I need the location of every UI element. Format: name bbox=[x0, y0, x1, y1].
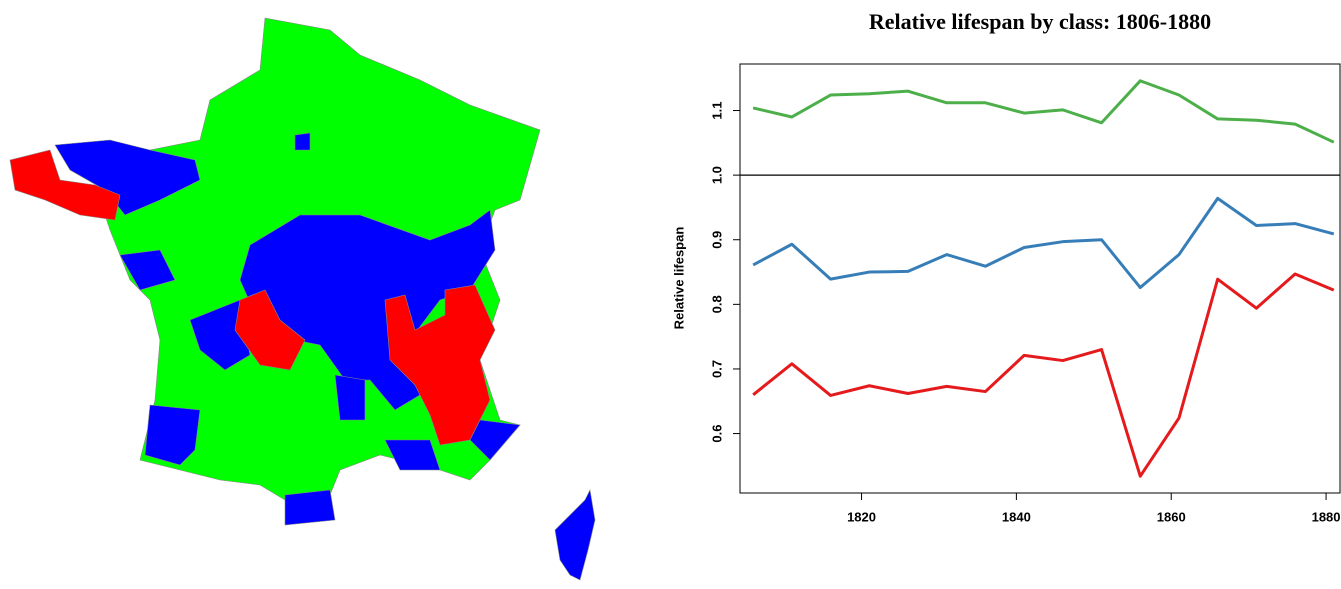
map-region bbox=[284, 489, 336, 526]
plot-frame bbox=[739, 63, 1341, 494]
france-map bbox=[9, 17, 596, 581]
map-region bbox=[554, 489, 596, 581]
map-region bbox=[54, 139, 201, 216]
y-axis-label: Relative lifespan bbox=[671, 227, 686, 330]
x-tick-label: 1840 bbox=[1002, 509, 1031, 524]
map-region bbox=[119, 249, 176, 291]
map-region bbox=[9, 149, 121, 221]
map-region bbox=[144, 404, 201, 466]
map-region bbox=[234, 289, 306, 371]
y-tick-label: 0.6 bbox=[709, 425, 724, 443]
x-tick-label: 1820 bbox=[847, 509, 876, 524]
y-tick-label: 0.8 bbox=[709, 295, 724, 313]
chart-title: Relative lifespan by class: 1806-1880 bbox=[869, 9, 1211, 34]
map-region bbox=[384, 439, 441, 471]
map-region bbox=[384, 284, 496, 446]
series-line bbox=[752, 196, 1335, 290]
x-tick-label: 1880 bbox=[1312, 509, 1341, 524]
y-tick-label: 0.7 bbox=[709, 360, 724, 378]
x-tick-label: 1860 bbox=[1157, 509, 1186, 524]
y-tick-label: 1.1 bbox=[709, 101, 724, 119]
series-line bbox=[752, 272, 1335, 478]
map-region bbox=[334, 374, 366, 421]
map-region bbox=[189, 299, 251, 371]
y-tick-label: 0.9 bbox=[709, 231, 724, 249]
series-line bbox=[752, 79, 1335, 144]
map-region bbox=[294, 132, 311, 151]
map-region bbox=[469, 419, 521, 461]
y-tick-label: 1.0 bbox=[709, 166, 724, 184]
